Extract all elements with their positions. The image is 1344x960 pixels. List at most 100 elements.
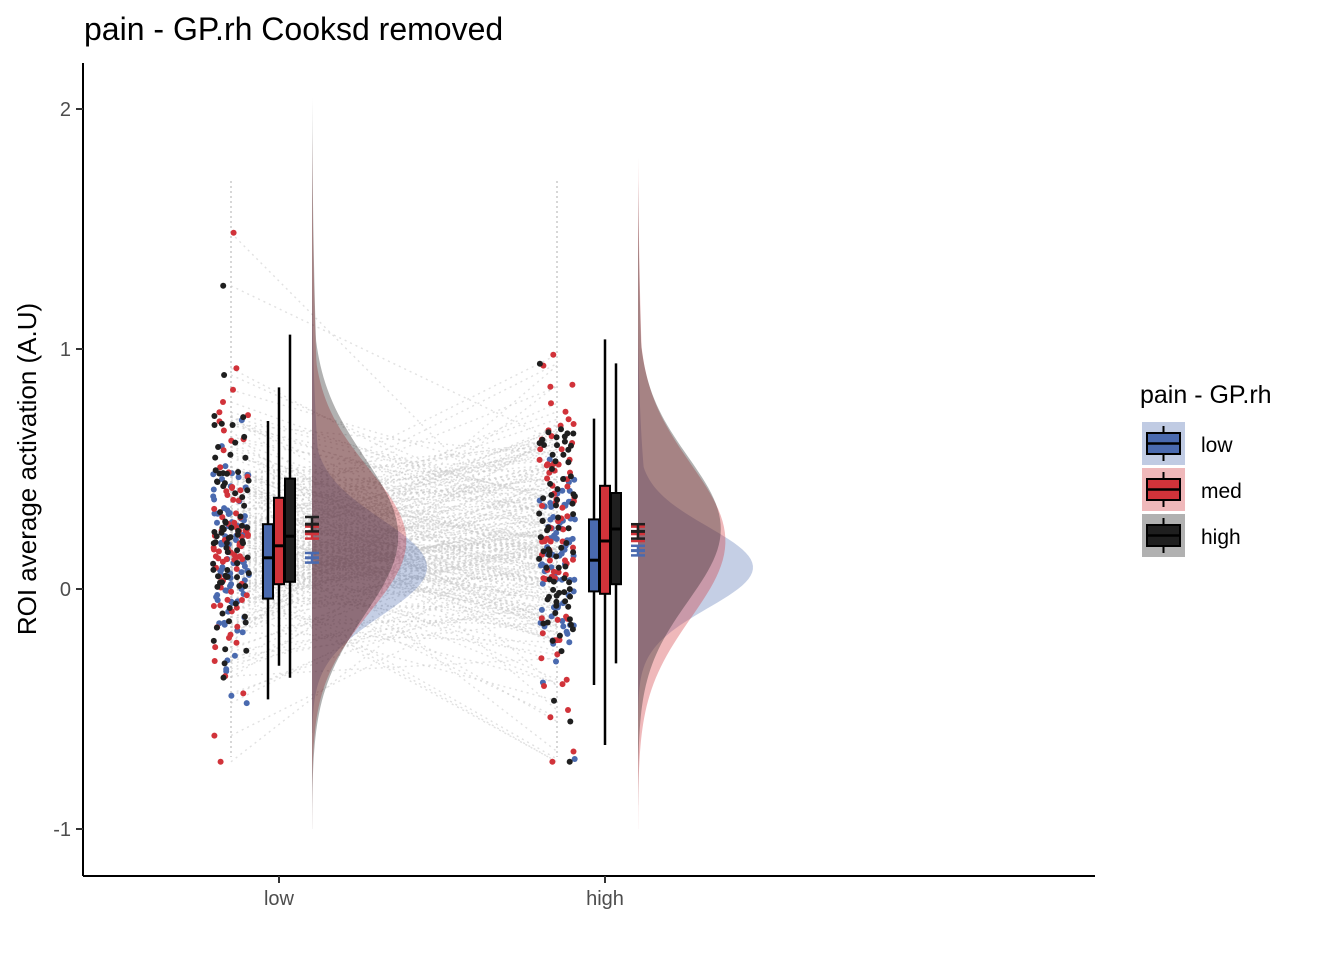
box	[610, 492, 622, 586]
jitter-point-high-low	[223, 544, 230, 551]
jitter-point-high-low	[211, 413, 218, 419]
jitter-point-med-low	[220, 399, 226, 405]
jitter-point-high-high	[565, 603, 572, 610]
density-cloud-med-high	[638, 157, 726, 829]
jitter-point-med-high	[562, 408, 569, 415]
jitter-point-med-low	[230, 496, 237, 503]
x-tick-label-high: high	[586, 888, 624, 910]
paired-line	[230, 581, 558, 763]
jitter-point-high-low	[229, 422, 236, 428]
mean-errorbar-high-low	[305, 515, 319, 533]
paired-line	[230, 562, 558, 663]
paired-line	[230, 463, 558, 560]
density-clouds-layer	[312, 97, 753, 829]
jitter-point-low-high	[560, 623, 567, 630]
jitter-point-high-low	[220, 483, 227, 490]
paired-line	[230, 438, 558, 565]
jitter-point-high-high	[567, 718, 574, 725]
jitter-point-high-low	[234, 560, 241, 567]
jitter-point-high-high	[544, 619, 551, 626]
jitter-point-high-high	[552, 610, 559, 616]
paired-line	[230, 435, 558, 622]
paired-line	[230, 483, 558, 624]
jitter-point-low-high	[571, 576, 578, 583]
jitter-point-high-high	[554, 486, 561, 493]
jitter-point-high-low	[224, 567, 231, 573]
paired-line	[230, 499, 558, 753]
jitter-point-high-low	[232, 490, 239, 497]
jitter-point-med-low	[219, 514, 226, 521]
jitter-point-low-high	[547, 500, 554, 506]
jitter-point-high-low	[214, 479, 221, 485]
jitter-point-high-high	[553, 592, 560, 599]
jitter-point-med-high	[550, 568, 557, 575]
jitter-point-med-low	[211, 505, 218, 512]
jitter-point-med-high	[549, 758, 556, 765]
paired-line	[230, 569, 558, 760]
paired-line	[230, 550, 558, 685]
boxplot-med-high	[599, 339, 611, 745]
jitter-point-med-high	[539, 630, 546, 637]
jitter-point-med-low	[239, 556, 246, 563]
jitter-point-high-high	[570, 491, 577, 498]
chart-title: pain - GP.rh Cooksd removed	[84, 11, 503, 47]
jitter-point-low-low	[222, 587, 229, 594]
jitter-point-high-low	[235, 527, 242, 534]
paired-line	[230, 435, 558, 528]
paired-line	[230, 457, 558, 515]
jitter-point-med-high	[541, 683, 547, 689]
jitter-point-med-high	[554, 616, 561, 623]
jitter-point-low-high	[551, 532, 557, 539]
jitter-point-high-high	[562, 598, 569, 605]
jitter-point-high-low	[213, 624, 220, 631]
jitter-point-high-high	[544, 596, 551, 603]
paired-line	[230, 547, 558, 618]
jitter-point-high-high	[549, 466, 555, 472]
jitter-point-high-high	[550, 586, 557, 593]
jitter-point-med-high	[564, 513, 571, 520]
jitter-point-med-high	[544, 475, 551, 482]
jitter-point-med-high	[555, 569, 562, 576]
paired-line	[230, 576, 558, 662]
jitter-point-med-low	[215, 548, 222, 555]
paired-line	[230, 469, 558, 568]
jitter-point-med-high	[543, 462, 550, 469]
jitter-point-high-high	[555, 514, 562, 521]
jitter-point-med-low	[217, 464, 224, 471]
jitter-point-high-high	[553, 602, 560, 609]
paired-line	[230, 581, 558, 605]
jitter-point-med-high	[536, 456, 543, 463]
jitter-point-high-high	[554, 442, 560, 449]
jitter-point-med-low	[224, 596, 231, 603]
jitter-point-high-low	[226, 618, 232, 625]
jitter-point-high-high	[561, 589, 568, 596]
jitter-point-med-low	[216, 409, 223, 416]
jitter-point-high-high	[551, 697, 557, 704]
jitter-point-med-low	[238, 597, 245, 603]
jitter-point-high-high	[540, 548, 547, 555]
paired-line	[230, 527, 558, 650]
jitter-point-high-high	[536, 360, 543, 367]
jitter-point-low-low	[228, 581, 235, 588]
jitter-point-low-low	[239, 629, 246, 636]
jitter-point-low-low	[228, 692, 235, 699]
paired-line	[230, 411, 558, 532]
y-axis-label: ROI average activation (A.U)	[12, 303, 42, 635]
jitter-point-high-high	[536, 510, 543, 517]
jitter-point-low-low	[231, 652, 238, 659]
jitter-point-low-low	[221, 621, 228, 628]
jitter-point-med-high	[570, 421, 577, 427]
density-cloud-high-low	[312, 97, 399, 829]
jitter-point-high-high	[553, 434, 560, 441]
legend-label: med	[1201, 480, 1242, 503]
jitter-point-high-high	[537, 534, 544, 541]
boxplot-high-low	[284, 334, 296, 678]
jitter-point-high-high	[549, 637, 556, 644]
jitter-point-low-low	[241, 513, 248, 520]
jitter-point-low-high	[559, 487, 566, 494]
jitter-point-high-high	[555, 524, 562, 531]
jitter-point-high-low	[223, 540, 230, 546]
jitter-point-high-high	[555, 564, 562, 571]
paired-line	[230, 389, 558, 487]
paired-line	[230, 601, 558, 665]
